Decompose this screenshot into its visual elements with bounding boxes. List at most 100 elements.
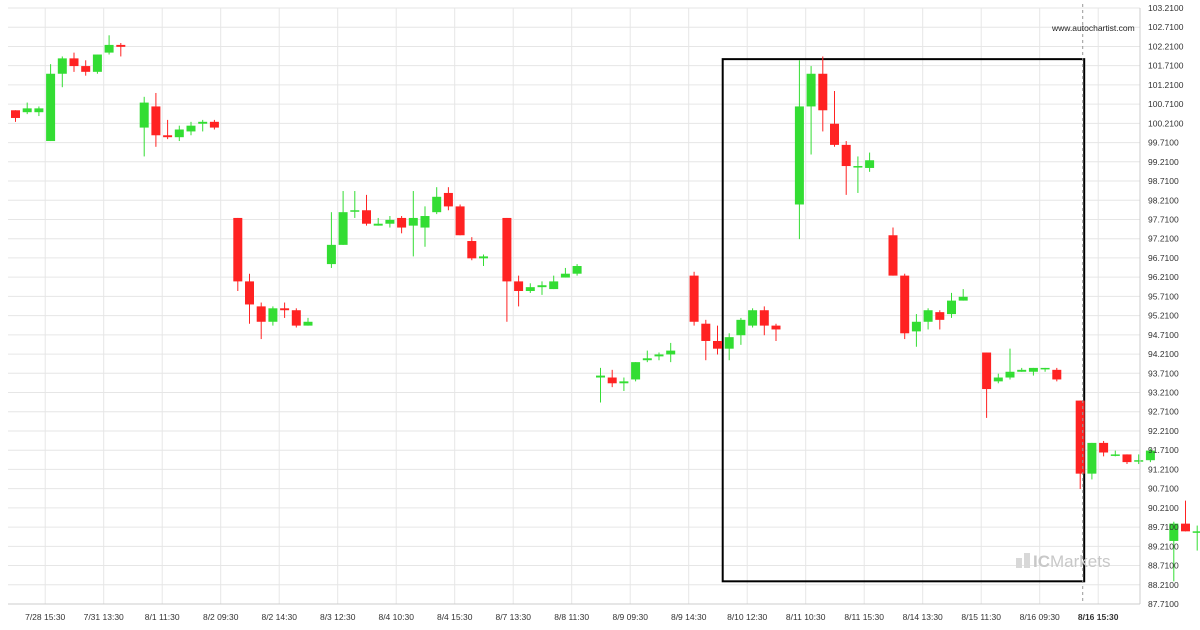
- x-tick-label: 7/31 13:30: [84, 612, 124, 622]
- y-tick-label: 99.2100: [1148, 157, 1179, 167]
- candle-body: [455, 206, 465, 236]
- candle-body: [713, 340, 722, 349]
- x-tick-label: 8/11 15:30: [844, 612, 884, 622]
- candle-body: [549, 281, 559, 290]
- candle-body: [233, 217, 243, 282]
- candle-body: [900, 275, 910, 334]
- candle-body: [92, 54, 102, 72]
- candle-body: [947, 300, 956, 315]
- y-tick-label: 96.2100: [1148, 272, 1179, 282]
- candle-body: [104, 44, 114, 53]
- candle-body: [1122, 454, 1132, 463]
- y-tick-label: 103.2100: [1148, 3, 1184, 13]
- y-tick-label: 95.7100: [1148, 291, 1179, 301]
- y-tick-label: 91.7100: [1148, 445, 1179, 455]
- svg-text:ICMarkets: ICMarkets: [1033, 552, 1110, 571]
- candle-body: [34, 108, 44, 113]
- y-tick-label: 97.2100: [1148, 234, 1179, 244]
- candle-body: [958, 296, 968, 301]
- candle-body: [1087, 442, 1097, 474]
- y-tick-label: 92.2100: [1148, 426, 1179, 436]
- x-tick-label: 8/8 11:30: [554, 612, 589, 622]
- x-tick-label: 8/4 15:30: [437, 612, 473, 622]
- pattern-highlight: [721, 58, 1086, 583]
- candle-body: [666, 350, 676, 355]
- candle-body: [151, 106, 161, 136]
- y-tick-label: 98.7100: [1148, 176, 1179, 186]
- y-tick-label: 98.2100: [1148, 195, 1179, 205]
- candle-body: [631, 362, 641, 380]
- y-tick-label: 91.2100: [1148, 464, 1179, 474]
- x-tick-label: 8/2 14:30: [261, 612, 297, 622]
- candle-body: [654, 354, 664, 357]
- candle-body: [853, 166, 863, 168]
- candle-body: [830, 123, 839, 145]
- candle-body: [69, 58, 79, 67]
- x-tick-label: 8/2 09:30: [203, 612, 239, 622]
- brand-prefix: IC: [1033, 552, 1050, 571]
- x-tick-label: 8/1 11:30: [145, 612, 180, 622]
- candle-body: [256, 306, 266, 322]
- candle-body: [514, 281, 524, 292]
- candle-body: [479, 256, 488, 259]
- x-tick-label: 8/10 12:30: [727, 612, 767, 622]
- y-tick-label: 100.2100: [1148, 118, 1184, 128]
- y-tick-label: 100.7100: [1148, 99, 1184, 109]
- candle-body: [619, 381, 629, 384]
- brand-logo: ICMarkets: [1016, 552, 1110, 571]
- candle-body: [1181, 523, 1190, 532]
- candle-body: [607, 377, 617, 384]
- candle-body: [794, 106, 804, 205]
- candle-body: [46, 73, 56, 142]
- candle-body: [736, 319, 746, 336]
- candle-body: [385, 219, 395, 224]
- y-tick-label: 90.2100: [1148, 503, 1179, 513]
- candle-body: [689, 275, 699, 322]
- y-tick-label: 101.2100: [1148, 80, 1184, 90]
- candle-body: [841, 144, 851, 167]
- candle-body: [11, 110, 20, 118]
- candle-body: [350, 210, 360, 212]
- axes: 103.2100 102.7100 102.2100 101.7100 101.2100…: [8, 3, 1184, 622]
- candle-body: [1099, 442, 1109, 453]
- y-tick-label: 102.7100: [1148, 22, 1184, 32]
- candle-body: [22, 108, 32, 113]
- candle-body: [326, 244, 336, 265]
- x-tick-label: 8/9 14:30: [671, 612, 707, 622]
- candle-body: [982, 352, 992, 390]
- candle-body: [865, 160, 875, 168]
- candle-body: [771, 325, 781, 330]
- x-tick-label: 8/9 09:30: [612, 612, 648, 622]
- candle-body: [81, 66, 91, 72]
- candle-body: [163, 135, 173, 138]
- candle-body: [268, 308, 278, 322]
- brand-logo-mark: [1016, 558, 1022, 568]
- candle-body: [373, 223, 383, 226]
- x-tick-label: 8/3 12:30: [320, 612, 356, 622]
- candle-body: [362, 210, 371, 224]
- x-tick-label: 8/14 13:30: [903, 612, 943, 622]
- candle-body: [642, 358, 652, 361]
- watermark-url: www.autochartist.com: [1051, 23, 1135, 33]
- candle-body: [1192, 531, 1200, 533]
- candle-body: [537, 285, 547, 288]
- candle-body: [245, 281, 254, 305]
- candle-body: [139, 102, 149, 128]
- brand-suffix: Markets: [1050, 552, 1110, 571]
- candle-body: [174, 129, 184, 138]
- y-tick-label: 94.7100: [1148, 330, 1179, 340]
- candle-body: [338, 212, 348, 245]
- candle-body: [57, 58, 67, 74]
- x-tick-label: 8/16 09:30: [1020, 612, 1060, 622]
- x-tick-label: 8/15 11:30: [961, 612, 1001, 622]
- candle-body: [1052, 369, 1062, 380]
- candle-body: [1040, 367, 1050, 370]
- candle-body: [408, 217, 418, 226]
- candle-body: [1017, 369, 1027, 372]
- candle-body: [209, 121, 219, 128]
- y-tick-label: 88.7100: [1148, 561, 1179, 571]
- y-tick-label: 89.2100: [1148, 541, 1179, 551]
- candle-body: [818, 73, 828, 111]
- pattern-box: [721, 58, 1086, 583]
- y-tick-label: 89.7100: [1148, 522, 1179, 532]
